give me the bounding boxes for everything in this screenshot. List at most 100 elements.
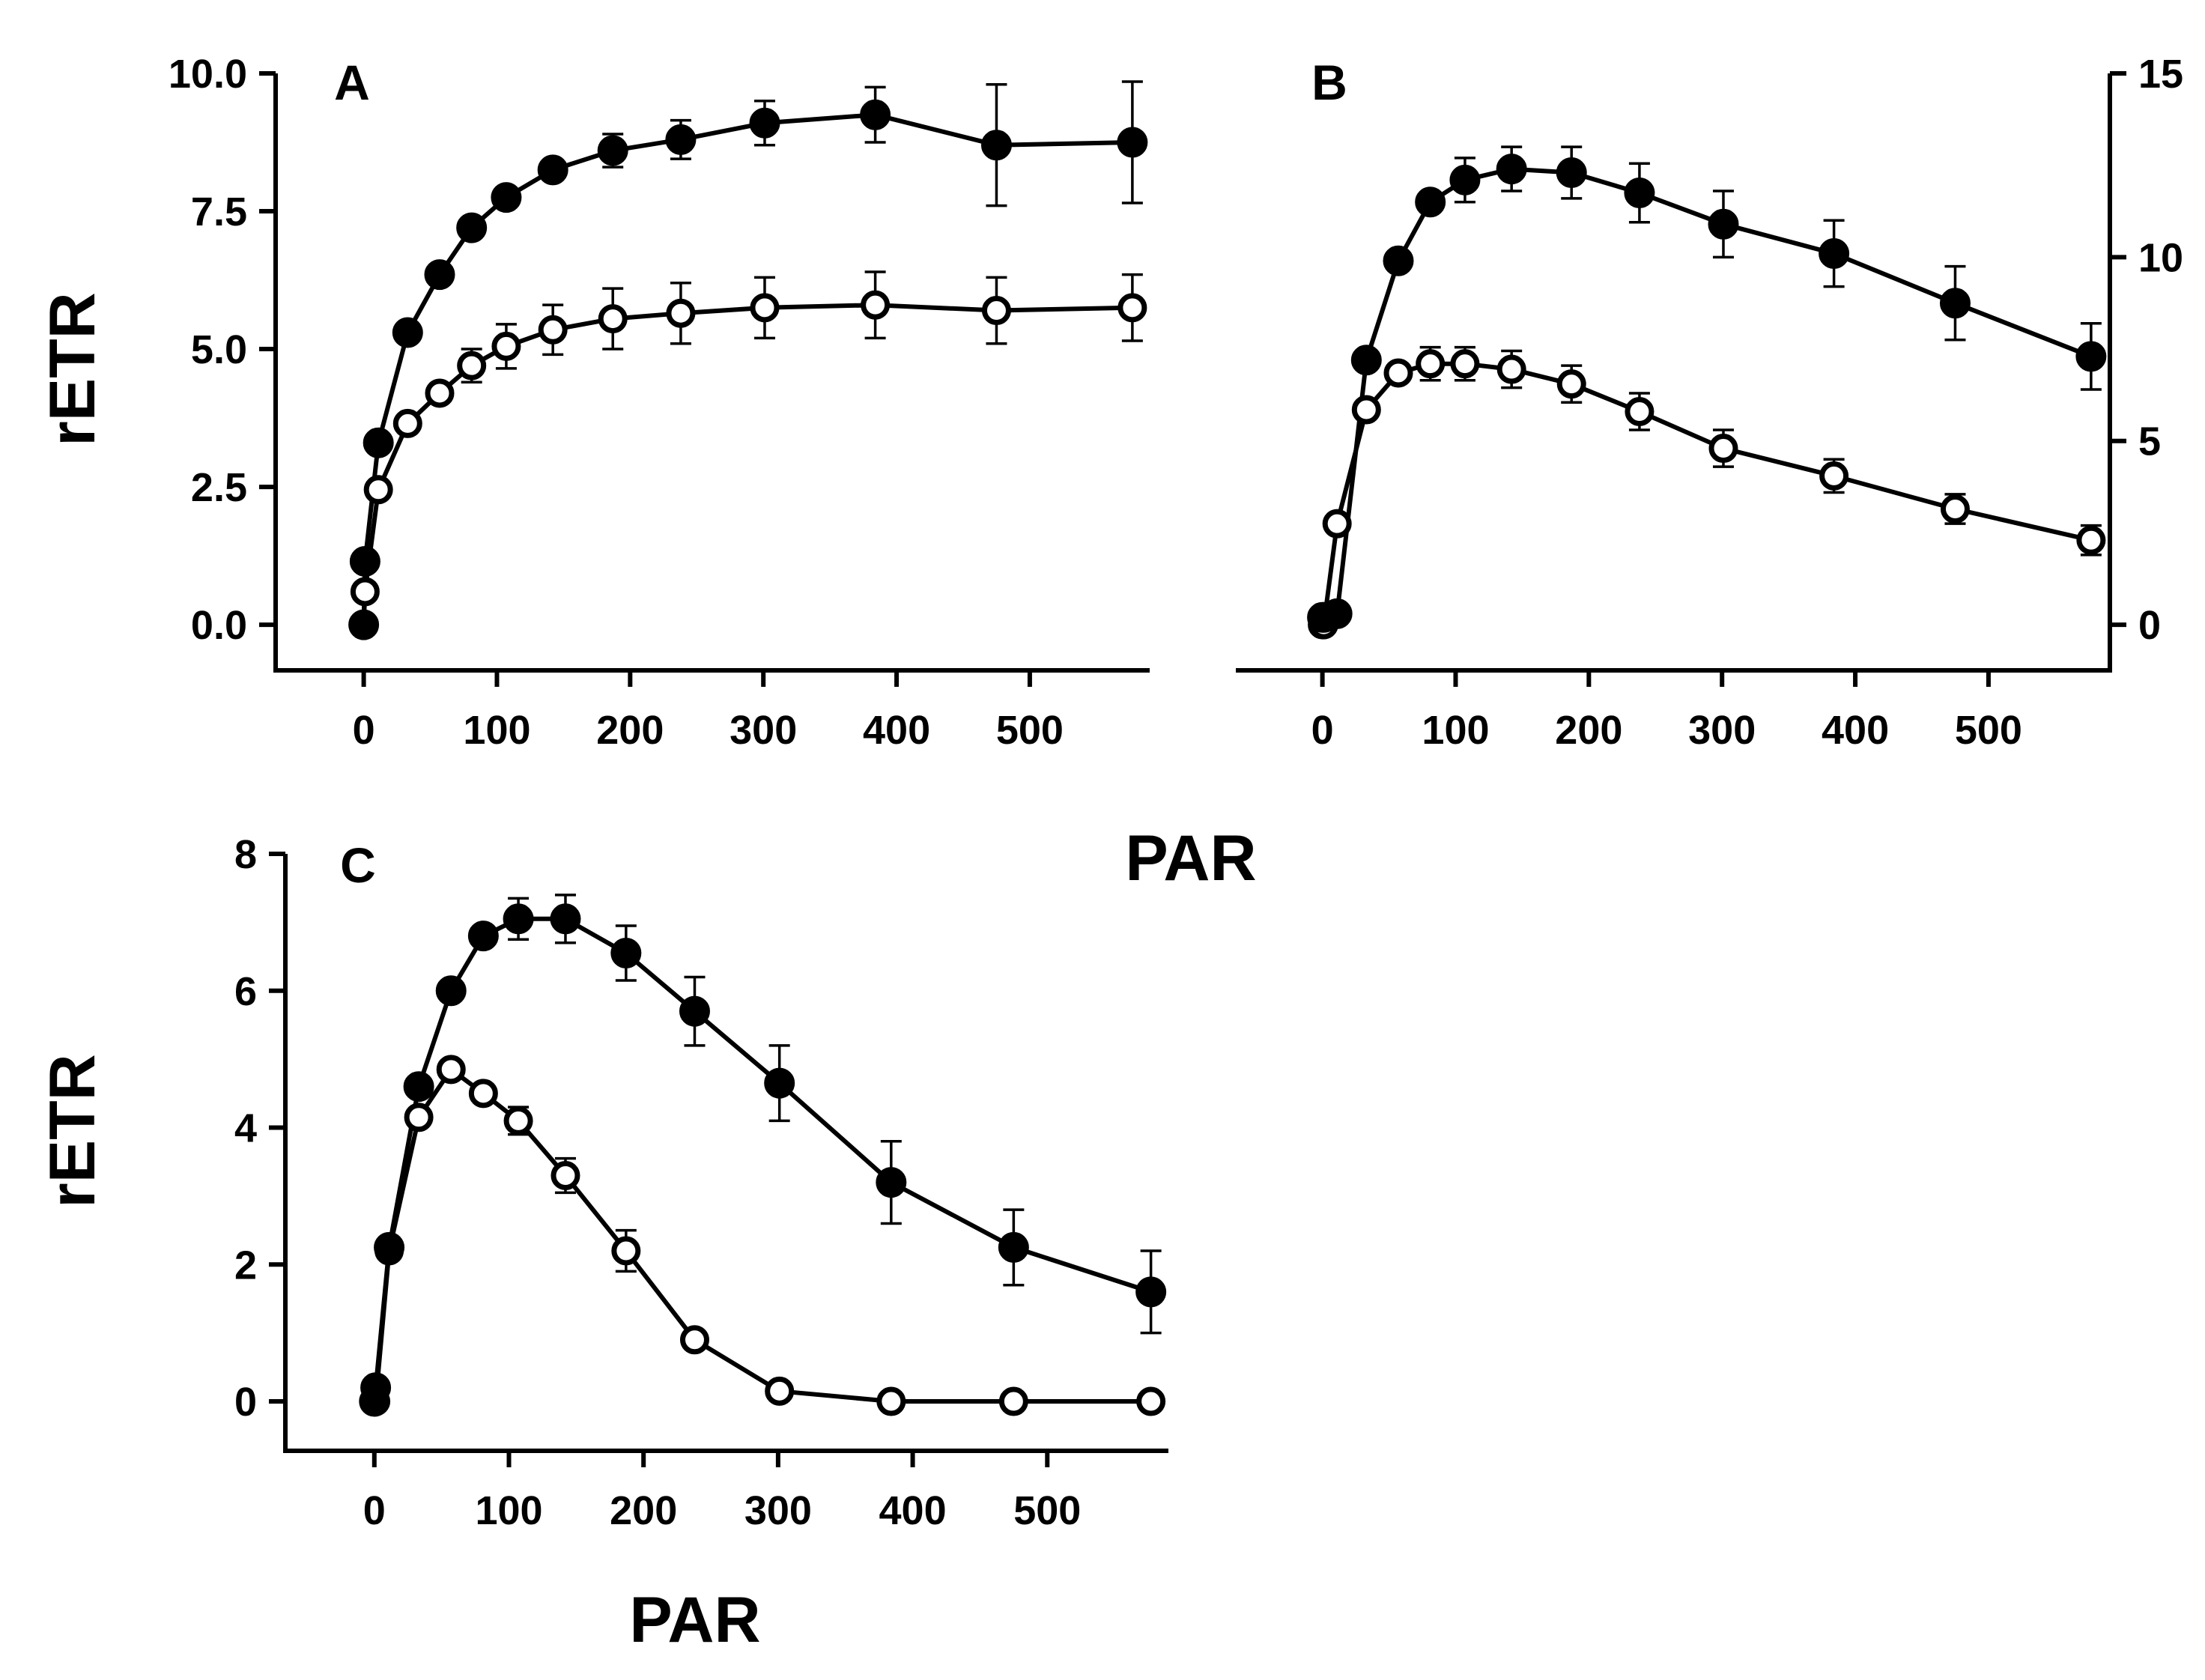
panel-c-filled-point (374, 1231, 405, 1263)
panel-a-filled-point (424, 259, 455, 291)
panel-a-open-point (491, 331, 521, 361)
panel-b-filled-point (1321, 598, 1353, 629)
panel-c-open-point (436, 1055, 466, 1085)
panel-a-open-point (425, 378, 455, 408)
panel-c-open-point (679, 1325, 709, 1355)
panel-a-open-point (861, 290, 891, 320)
panel-c-y-tick-label: 8 (234, 832, 257, 877)
panel-c-filled-point (679, 995, 710, 1027)
panel-a-open-point (981, 296, 1011, 326)
panel-b-open-point (1322, 509, 1352, 539)
panel-b-filled-point (1350, 345, 1382, 376)
panel-b-filled-point (1556, 157, 1587, 188)
y-axis-title-top: rETR (37, 292, 109, 446)
panel-a-open-point (538, 315, 568, 345)
panel-b-open-point (1496, 354, 1526, 384)
panel-a-filled-point (860, 99, 891, 130)
panel-b-filled-point (2075, 341, 2107, 372)
panel-a-filled-point (392, 317, 423, 348)
panel-c-y-tick-label: 0 (234, 1380, 257, 1425)
panel-c-open-point (611, 1236, 641, 1266)
panel-c-open-point (998, 1386, 1028, 1416)
panel-b-open-point (1625, 396, 1654, 426)
panel-b-open-point (1940, 494, 1970, 524)
panel-a-x-tick-label: 400 (863, 708, 930, 753)
panel-a-filled-point (363, 427, 394, 458)
panel-a-filled-point (456, 212, 488, 243)
panel-b-y-tick-label: 0 (2138, 603, 2161, 648)
panel-c-open-point (876, 1386, 906, 1416)
panel-c-label: C (340, 837, 376, 893)
panel-a-y-tick-label: 0.0 (191, 603, 247, 648)
panel-b-filled-point (1939, 288, 1971, 319)
panel-a-filled-point (537, 154, 568, 186)
panel-a-filled-point (749, 107, 780, 139)
panel-b-filled-point (1496, 154, 1527, 185)
panel-a-x-tick-label: 200 (596, 708, 664, 753)
panel-a-filled-series-line (361, 112, 1132, 625)
panel-b-x-tick-label: 200 (1555, 708, 1622, 753)
panel-c-filled-point (1135, 1276, 1167, 1308)
panel-b-open-point (1351, 395, 1381, 425)
panel-a: 0.0 2.5 5.0 7.5 10.0 0 100 200 300 400 500 A (169, 52, 1150, 753)
panel-c-filled-point (550, 903, 581, 935)
panel-a-y-tick-label: 10.0 (169, 52, 247, 97)
panel-c-filled-series-line (371, 916, 1152, 1402)
panel-c-y-tick-label: 4 (234, 1106, 257, 1151)
panel-a-open-point (457, 351, 487, 380)
panel-a-open-point (363, 475, 393, 505)
panel-c-filled-point (435, 975, 467, 1007)
panel-a-filled-point (980, 130, 1012, 161)
panel-c-filled-point (360, 1372, 392, 1404)
panel-b-filled-point (1383, 245, 1414, 276)
panel-b-y-tick-label: 5 (2138, 419, 2161, 464)
panel-b-x-tick-label: 500 (1955, 708, 2022, 753)
panel-b-label: B (1311, 55, 1347, 110)
panel-b-open-point (1383, 358, 1413, 388)
panel-c-filled-point (467, 921, 499, 952)
panel-b-open-point (1708, 434, 1738, 464)
panel-a-x-tick-label: 500 (996, 708, 1064, 753)
panel-a-filled-point (491, 182, 522, 213)
panel-b-y-tick-label: 10 (2138, 235, 2183, 280)
panel-b-y-tick-label: 15 (2138, 52, 2183, 97)
panel-c-filled-point (503, 903, 534, 935)
panel-b-filled-point (1449, 164, 1481, 195)
panel-c-filled-point (876, 1167, 907, 1198)
panel-c-filled-point (403, 1071, 434, 1103)
panel-c-x-tick-label: 100 (475, 1488, 542, 1533)
panel-a-filled-point (665, 124, 697, 155)
panel-c-x-tick-label: 500 (1013, 1488, 1081, 1533)
x-axis-title-middle: PAR (1125, 822, 1256, 894)
panel-b-x-tick-label: 400 (1822, 708, 1889, 753)
panel-a-x-tick-label: 100 (463, 708, 530, 753)
panel-b-filled-point (1708, 208, 1739, 240)
panel-b-filled-point (1819, 237, 1850, 269)
panel-a-x-tick-label: 0 (353, 708, 375, 753)
panel-c-x-tick-label: 0 (363, 1488, 386, 1533)
panel-a-filled-point (597, 135, 628, 166)
panel-b-open-point (1416, 349, 1446, 379)
panel-c-x-tick-label: 200 (610, 1488, 677, 1533)
panel-b-filled-series-line (1321, 166, 2092, 620)
panel-b-filled-point (1415, 187, 1446, 218)
panel-c-open-point (1136, 1386, 1166, 1416)
panel-c-filled-point (998, 1231, 1029, 1263)
x-axis-title-bottom: PAR (629, 1584, 760, 1656)
panel-c-filled-point (764, 1067, 795, 1099)
panel-b-filled-point (1624, 177, 1655, 208)
panel-c-y-tick-label: 6 (234, 969, 257, 1014)
panel-b: 0 5 10 15 0 100 200 300 400 500 B (1236, 52, 2183, 753)
panel-a-filled-point (349, 545, 380, 577)
panel-b-open-point (2076, 525, 2106, 555)
panel-b-open-point (1556, 369, 1586, 399)
panel-a-filled-point (1117, 127, 1148, 158)
y-axis-title-bottom: rETR (37, 1054, 109, 1207)
panel-a-open-point (750, 293, 780, 323)
panel-a-open-point (392, 408, 422, 438)
panel-a-filled-point (348, 609, 380, 640)
panel-b-x-tick-label: 100 (1422, 708, 1489, 753)
panel-b-x-tick-label: 300 (1688, 708, 1756, 753)
panel-a-y-tick-label: 2.5 (191, 465, 247, 510)
